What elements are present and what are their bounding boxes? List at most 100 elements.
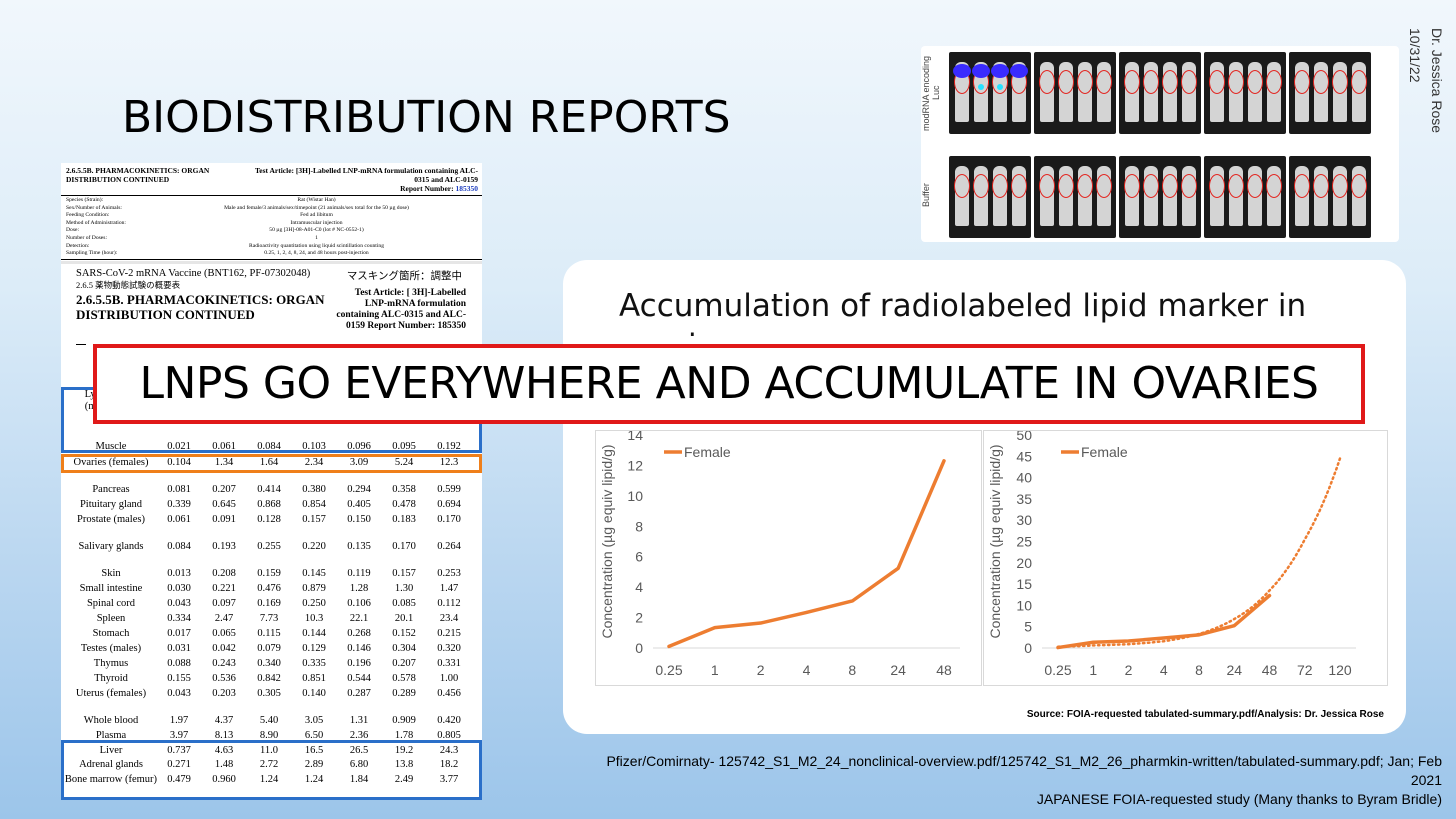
- roi-circle: [1294, 70, 1310, 94]
- concentration-cell: 0.013: [167, 568, 191, 579]
- roi-circle: [1209, 70, 1225, 94]
- concentration-cell: 0.294: [347, 484, 371, 495]
- x-tick-label: 2: [757, 662, 765, 678]
- x-tick-label: 1: [1089, 662, 1097, 678]
- x-tick-label: 4: [803, 662, 811, 678]
- doc-jp-line2: 2.6.5 薬物動態試験の概要表: [76, 280, 181, 290]
- x-tick-label: 8: [1195, 662, 1203, 678]
- roi-circle: [1228, 70, 1244, 94]
- concentration-cell: 0.268: [347, 628, 371, 639]
- concentration-cell: 1.97: [169, 715, 189, 726]
- concentration-cell: 0.140: [302, 688, 326, 699]
- concentration-cell: 0.115: [257, 628, 281, 639]
- y-axis-label: Concentration (µg equiv lipid/g): [987, 444, 1003, 638]
- y-tick-label: 35: [1016, 491, 1032, 507]
- roi-circle: [973, 174, 989, 198]
- data-point: [667, 644, 671, 648]
- concentration-cell: 0.578: [392, 673, 416, 684]
- meta-key: Sex/Number of Animals:: [66, 204, 122, 211]
- concentration-cell: 0.097: [212, 598, 236, 609]
- meta-key: Feeding Condition:: [66, 212, 110, 219]
- concentration-cell: 1.24: [259, 774, 279, 785]
- organ-name: Bone marrow (femur): [64, 774, 158, 785]
- y-tick-label: 0: [1024, 640, 1032, 656]
- concentration-cell: 2.49: [394, 774, 414, 785]
- concentration-cell: 3.97: [169, 730, 189, 741]
- roi-circle: [1294, 174, 1310, 198]
- concentration-cell: 23.4: [439, 613, 459, 624]
- concentration-cell: 0.081: [167, 484, 191, 495]
- x-tick-label: 8: [848, 662, 856, 678]
- concentration-cell: 0.157: [302, 514, 326, 525]
- concentration-cell: 0.879: [302, 583, 326, 594]
- mouse-image-panel: [1204, 52, 1286, 134]
- concentration-cell: 0.215: [437, 628, 461, 639]
- concentration-cell: 0.305: [257, 688, 281, 699]
- concentration-cell: 0.645: [212, 499, 236, 510]
- meta-value: 1: [315, 234, 318, 241]
- meta-value: 0.25, 1, 2, 4, 8, 24, and 48 hours post-…: [264, 250, 369, 257]
- concentration-cell: 0.150: [347, 514, 371, 525]
- concentration-cell: 0.207: [212, 484, 236, 495]
- meta-value: Radioactivity quantitation using liquid …: [248, 242, 384, 249]
- data-point: [759, 621, 763, 625]
- mouse-image-panel: [949, 156, 1031, 238]
- concentration-cell: 0.103: [302, 441, 326, 452]
- luciferase-signal: [972, 64, 990, 78]
- roi-circle: [1124, 174, 1140, 198]
- mice-row-label-luc: modRNA encoding Luc: [921, 55, 941, 131]
- meta-row: Sex/Number of Animals: Male and female/3 …: [66, 205, 477, 213]
- concentration-cell: 1.78: [394, 730, 414, 741]
- doc-header-right: Test Article: [3H]-Labelled LNP-mRNA for…: [248, 166, 478, 193]
- mouse-image-panel: [1289, 52, 1371, 134]
- series-line-female: [667, 459, 946, 649]
- chart-ovaries-extrapolated: Concentration (µg equiv lipid/g) 0 5 10 15 20…: [983, 427, 1388, 686]
- data-point: [1268, 594, 1271, 598]
- organ-name: Liver: [99, 745, 123, 756]
- organ-name: Stomach: [92, 628, 130, 639]
- doc-header-japanese: SARS-CoV-2 mRNA Vaccine (BNT162, PF-0730…: [76, 268, 476, 345]
- concentration-cell: 0.380: [302, 484, 326, 495]
- doc-big-title: 2.6.5.5B. PHARMACOKINETICS: ORGAN DISTRI…: [76, 292, 325, 322]
- concentration-cell: 0.146: [347, 643, 371, 654]
- concentration-cell: 0.331: [437, 658, 461, 669]
- concentration-cell: 0.405: [347, 499, 371, 510]
- concentration-cell: 10.3: [304, 613, 324, 624]
- concentration-cell: 0.079: [257, 643, 281, 654]
- concentration-cell: 0.340: [257, 658, 281, 669]
- concentration-cell: 0.095: [392, 441, 416, 452]
- roi-circle: [1351, 174, 1367, 198]
- roi-circle: [1266, 174, 1282, 198]
- y-tick-label: 2: [635, 610, 643, 626]
- roi-circle: [1058, 70, 1074, 94]
- concentration-cell: 3.77: [439, 774, 459, 785]
- concentration-cell: 0.192: [437, 441, 461, 452]
- concentration-cell: 0.091: [212, 514, 236, 525]
- concentration-cell: 0.144: [302, 628, 326, 639]
- concentration-cell: 0.203: [212, 688, 236, 699]
- concentration-cell: 18.2: [439, 759, 459, 770]
- y-tick-label: 15: [1016, 576, 1032, 592]
- concentration-cell: 0.851: [302, 673, 326, 684]
- roi-circle: [1124, 70, 1140, 94]
- concentration-cell: 0.157: [392, 568, 416, 579]
- concentration-cell: 0.289: [392, 688, 416, 699]
- concentration-cell: 16.5: [304, 745, 324, 756]
- data-point: [942, 459, 946, 463]
- concentration-cell: 0.065: [212, 628, 236, 639]
- concentration-cell: 1.84: [349, 774, 369, 785]
- luciferase-signal: [1010, 64, 1028, 78]
- concentration-cell: 8.13: [214, 730, 234, 741]
- concentration-cell: 0.220: [302, 541, 326, 552]
- doc-divider: [61, 261, 482, 264]
- y-tick-label: 12: [627, 457, 643, 473]
- y-tick-label: 5: [1024, 619, 1032, 635]
- concentration-cell: 0.030: [167, 583, 191, 594]
- concentration-cell: 2.36: [349, 730, 369, 741]
- footer-line-1: Pfizer/Comirnaty- 125742_S1_M2_24_noncli…: [606, 753, 1442, 769]
- x-tick-label: 24: [890, 662, 906, 678]
- meta-row: Sampling Time (hour): 0.25, 1, 2, 4, 8, 2…: [66, 250, 477, 258]
- concentration-cell: 0.106: [347, 598, 371, 609]
- y-tick-label: 25: [1016, 534, 1032, 550]
- meta-key: Detection:: [66, 242, 90, 249]
